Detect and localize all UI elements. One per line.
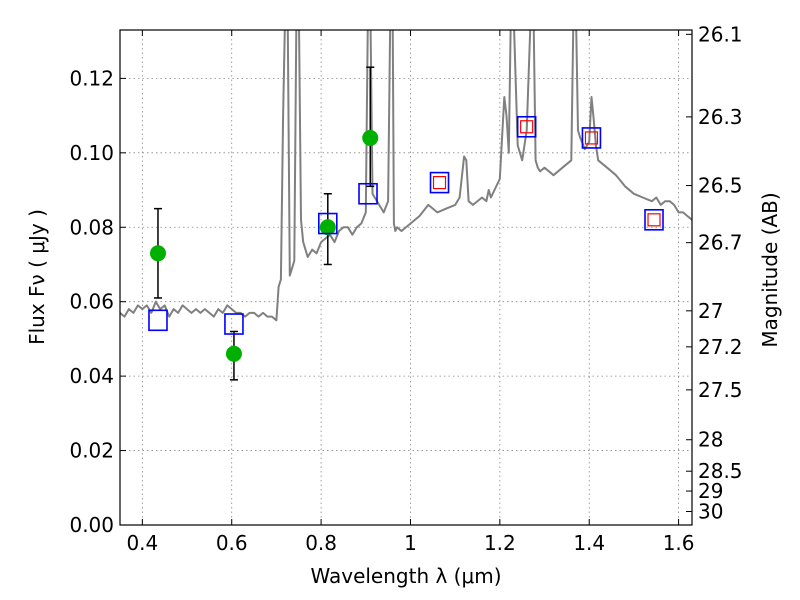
right-tick-label: 26.7 bbox=[698, 231, 743, 255]
x-tick-label: 1 bbox=[404, 531, 417, 555]
observed-flux-point bbox=[225, 345, 242, 362]
right-tick-label: 26.5 bbox=[698, 174, 743, 198]
x-tick-label: 1.6 bbox=[663, 531, 695, 555]
model-flux-box bbox=[148, 309, 168, 332]
right-tick-label: 27 bbox=[698, 299, 723, 323]
y-tick-label: 0.08 bbox=[69, 215, 114, 239]
right-tick-label: 26.3 bbox=[698, 105, 743, 129]
right-tick-label: 28 bbox=[698, 428, 723, 452]
model-flux-inner-box bbox=[520, 120, 534, 134]
right-tick-label: 27.5 bbox=[698, 378, 743, 402]
plot-markers bbox=[148, 66, 664, 381]
model-spectrum-line bbox=[120, 30, 692, 322]
plot-background bbox=[120, 30, 692, 525]
model-flux-box bbox=[516, 115, 537, 138]
y-tick-label: 0.06 bbox=[69, 290, 114, 314]
x-tick-label: 1.4 bbox=[573, 531, 605, 555]
right-axis-label: Magnitude (AB) bbox=[758, 192, 782, 347]
right-tick-label: 27.2 bbox=[698, 335, 743, 359]
model-flux-box bbox=[429, 171, 450, 194]
x-tick-label: 0.4 bbox=[126, 531, 158, 555]
right-tick-label: 29 bbox=[698, 479, 723, 503]
right-tick-label: 28.5 bbox=[698, 459, 743, 483]
model-flux-inner-box bbox=[647, 213, 661, 227]
y-axis-label: Flux Fν ( μJy ) bbox=[25, 209, 49, 345]
x-tick-label: 0.6 bbox=[216, 531, 248, 555]
right-tick-label: 30 bbox=[698, 499, 723, 523]
model-flux-box bbox=[224, 313, 244, 335]
model-flux-box bbox=[581, 127, 602, 149]
plot-data bbox=[120, 30, 692, 322]
y-tick-label: 0.04 bbox=[69, 364, 114, 388]
model-flux-box bbox=[358, 182, 378, 205]
grid-lines bbox=[120, 30, 692, 526]
model-flux-inner-box bbox=[584, 131, 599, 145]
model-flux-inner-box bbox=[432, 175, 447, 190]
y-tick-label: 0.00 bbox=[69, 513, 114, 537]
x-tick-label: 0.8 bbox=[305, 531, 337, 555]
x-axis-label: Wavelength λ (μm) bbox=[310, 564, 501, 588]
observed-flux-point bbox=[319, 219, 336, 236]
y-tick-label: 0.02 bbox=[69, 439, 114, 463]
observed-flux-point bbox=[362, 129, 379, 146]
axis-ticks: 0.4 0.6 0.8 1 1.2 1.4 1.6 0.00 0.02 0.04 0.06 0.08 0… bbox=[69, 22, 742, 555]
y-tick-label: 0.10 bbox=[69, 141, 114, 165]
right-tick-label: 26.1 bbox=[698, 22, 743, 46]
model-flux-box bbox=[317, 212, 338, 235]
y-tick-label: 0.12 bbox=[69, 66, 114, 90]
x-tick-label: 1.2 bbox=[484, 531, 516, 555]
plot-frame bbox=[119, 29, 693, 526]
observed-flux-point bbox=[149, 245, 166, 262]
model-flux-box bbox=[644, 209, 664, 231]
